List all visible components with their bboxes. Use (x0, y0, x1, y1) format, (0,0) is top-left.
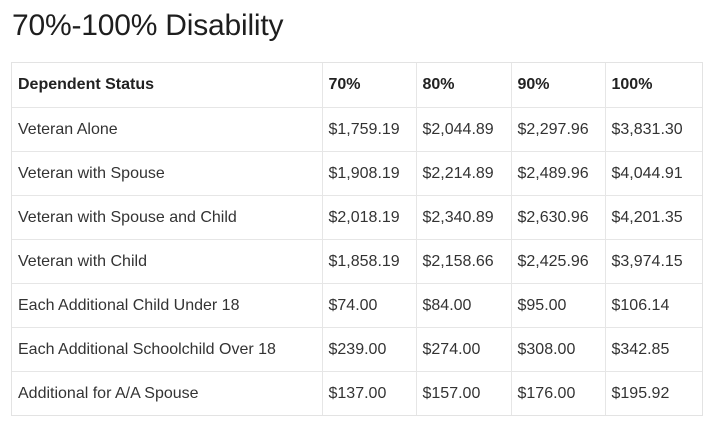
cell-80-percent: $274.00 (416, 327, 512, 372)
cell-100-percent: $342.85 (605, 327, 702, 372)
cell-80-percent: $84.00 (416, 283, 512, 328)
header-100-percent: 100% (605, 63, 702, 108)
cell-dependent-status: Each Additional Schoolchild Over 18 (12, 327, 323, 372)
cell-100-percent: $195.92 (611, 384, 670, 402)
header-70-percent: 70% (322, 63, 417, 108)
cell-100-percent: $106.14 (605, 283, 702, 328)
cell-80-percent: $157.00 (416, 371, 512, 415)
cell-80-percent: $2,340.89 (416, 195, 512, 240)
cell-dependent-status: Veteran with Child (12, 239, 323, 284)
cell-90-percent: $308.00 (511, 327, 606, 372)
cell-80-percent: $2,214.89 (416, 151, 512, 196)
cell-100-percent: $3,831.30 (605, 107, 702, 152)
header-dependent-status: Dependent Status (12, 63, 323, 108)
table-row: Veteran Alone $1,759.19 $2,044.89 $2,297… (12, 107, 702, 152)
cell-70-percent: $1,908.19 (322, 151, 417, 196)
header-90-percent: 90% (511, 63, 606, 108)
table-row: Veteran with Spouse $1,908.19 $2,214.89 … (12, 151, 702, 196)
table-row: Veteran with Child $1,858.19 $2,158.66 $… (12, 239, 702, 284)
cell-90-percent: $176.00 (511, 371, 606, 415)
cell-dependent-status: Veteran with Spouse and Child (12, 195, 323, 240)
cell-70-percent: $2,018.19 (322, 195, 417, 240)
cell-90-percent: $2,630.96 (511, 195, 606, 240)
table-row: Additional for A/A Spouse $137.00 $157.0… (12, 371, 702, 415)
cell-70-percent: $239.00 (322, 327, 417, 372)
cell-90-percent: $2,297.96 (511, 107, 606, 152)
cell-100-percent: $3,974.15 (605, 239, 702, 284)
cell-dependent-status: Veteran Alone (12, 107, 323, 152)
cell-70-percent: $137.00 (322, 371, 417, 415)
disability-rates-table-container: Dependent Status 70% 80% 90% 100% Vetera… (11, 62, 703, 416)
cell-100-percent: $4,201.35 (605, 195, 702, 240)
cell-80-percent: $2,044.89 (416, 107, 512, 152)
page-title: 70%-100% Disability (12, 9, 284, 42)
cell-dependent-status: Veteran with Spouse (12, 151, 323, 196)
table-row: Each Additional Child Under 18 $74.00 $8… (12, 283, 702, 328)
cell-dependent-status: Each Additional Child Under 18 (12, 283, 323, 328)
header-80-percent: 80% (416, 63, 512, 108)
cell-dependent-status: Additional for A/A Spouse (12, 371, 323, 415)
table-row: Veteran with Spouse and Child $2,018.19 … (12, 195, 702, 240)
table-row: Each Additional Schoolchild Over 18 $239… (12, 327, 702, 372)
disability-rates-table: Dependent Status 70% 80% 90% 100% Vetera… (12, 63, 702, 415)
cell-70-percent: $1,858.19 (322, 239, 417, 284)
cell-100-percent: $4,044.91 (605, 151, 702, 196)
cell-90-percent: $2,425.96 (511, 239, 606, 284)
cell-80-percent: $2,158.66 (416, 239, 512, 284)
table-header-row: Dependent Status 70% 80% 90% 100% (12, 63, 702, 108)
cell-90-percent: $2,489.96 (511, 151, 606, 196)
cell-70-percent: $74.00 (322, 283, 417, 328)
cell-70-percent: $1,759.19 (322, 107, 417, 152)
cell-90-percent: $95.00 (511, 283, 606, 328)
